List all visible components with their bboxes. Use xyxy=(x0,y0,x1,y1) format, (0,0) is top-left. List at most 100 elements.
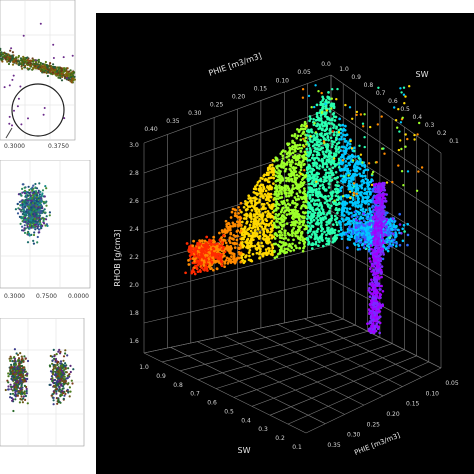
main-3d-point xyxy=(191,268,195,272)
left-middle-point xyxy=(35,207,38,210)
main-3d-point xyxy=(239,260,243,264)
main-3d-point xyxy=(224,219,228,223)
left-top-point xyxy=(11,78,14,81)
left-middle-point xyxy=(48,211,52,214)
floor-gridline xyxy=(179,324,356,372)
main-3d-point xyxy=(286,143,290,147)
floor-gridline xyxy=(233,343,393,398)
main-3d-point xyxy=(296,144,300,147)
left-bottom-point xyxy=(10,388,13,391)
main-3d-point xyxy=(315,114,319,118)
main-3d-point xyxy=(318,193,322,197)
main-3d-point xyxy=(332,115,336,118)
left-bottom-point xyxy=(10,357,13,360)
main-3d-point xyxy=(345,207,349,210)
main-3d-point xyxy=(229,216,233,219)
main-3d-point xyxy=(261,254,265,258)
main-3d-point xyxy=(312,213,315,216)
main-3d-point xyxy=(328,167,331,171)
left-middle-point xyxy=(44,211,47,214)
main-3d-point xyxy=(315,171,319,175)
left-top-point xyxy=(50,66,53,69)
main-3d-point xyxy=(286,231,290,235)
main-3d-point xyxy=(315,156,319,159)
left-middle-point xyxy=(24,195,27,198)
main-3d-point xyxy=(212,235,216,239)
main-3d-point xyxy=(325,160,329,163)
main-3d-point xyxy=(296,128,299,131)
main-3d-point xyxy=(296,147,300,151)
main-3d-point xyxy=(225,246,228,249)
main-3d-point xyxy=(287,238,290,242)
main-3d-point xyxy=(318,240,321,244)
main-3d-point xyxy=(371,204,375,208)
main-3d-point xyxy=(270,229,274,232)
main-3d-point xyxy=(319,218,323,222)
main-3d-point xyxy=(282,166,285,169)
main-3d-point xyxy=(356,201,359,205)
main-3d-point xyxy=(298,246,302,250)
main-3d-point xyxy=(262,203,266,206)
main-3d-point xyxy=(222,234,225,237)
main-3d-point xyxy=(192,239,195,243)
main-3d-point xyxy=(254,247,258,250)
main-3d-point xyxy=(230,255,233,258)
floor-gridline xyxy=(143,352,307,434)
main-3d-point xyxy=(245,213,249,216)
main-3d-point xyxy=(285,213,289,216)
left-bottom-point xyxy=(54,357,58,361)
left-middle-point xyxy=(35,210,38,213)
left-middle-point xyxy=(38,182,41,185)
main-3d-point xyxy=(271,226,275,230)
main-3d-point xyxy=(229,261,233,264)
main-3d-point xyxy=(312,202,316,205)
main-3d-point xyxy=(300,161,303,165)
main-3d-point xyxy=(271,158,275,162)
main-3d-point xyxy=(337,123,341,127)
left-middle-point xyxy=(21,205,24,208)
main-3d-point xyxy=(298,190,302,194)
left-middle-scatter-plot: 0.3000 0.7500 0.0000 xyxy=(0,160,91,300)
left-bottom-point xyxy=(20,364,23,368)
main-3d-point xyxy=(255,207,259,210)
left-middle-point xyxy=(38,207,42,210)
main-3d-point xyxy=(279,152,283,156)
main-3d-point xyxy=(335,217,338,221)
left-bottom-point xyxy=(18,362,21,365)
main-3d-point xyxy=(318,167,321,170)
main-3d-point xyxy=(340,179,343,183)
main-3d-point xyxy=(362,179,365,183)
main-3d-point xyxy=(270,186,274,189)
main-3d-point xyxy=(327,101,331,104)
floor-gridline xyxy=(161,318,344,363)
left-top-point xyxy=(0,54,3,57)
main-3d-point xyxy=(339,158,342,162)
main-3d-point xyxy=(351,175,355,179)
main-3d-point xyxy=(253,222,257,226)
left-middle-point xyxy=(36,227,39,230)
main-3d-point xyxy=(252,238,255,242)
main-3d-point xyxy=(297,174,301,178)
main-3d-point xyxy=(235,238,239,242)
main-3d-point xyxy=(328,182,331,186)
main-3d-point xyxy=(303,237,307,241)
main-3d-point xyxy=(340,153,344,157)
main-3d-point xyxy=(340,234,344,237)
left-bottom-point xyxy=(19,390,22,393)
main-3d-point xyxy=(254,185,257,188)
main-3d-point xyxy=(316,212,320,215)
main-3d-point xyxy=(260,217,264,221)
main-3d-point xyxy=(308,210,312,214)
left-middle-point xyxy=(29,194,32,197)
main-3d-point xyxy=(290,177,294,181)
main-3d-point xyxy=(303,127,307,131)
main-3d-point xyxy=(312,168,316,172)
left-bottom-point xyxy=(16,380,19,383)
left-middle-point xyxy=(30,201,33,204)
main-3d-point xyxy=(328,230,331,234)
left-bottom-point xyxy=(62,392,65,395)
main-3d-point xyxy=(343,149,346,153)
left-middle-point xyxy=(38,220,42,223)
left-top-point xyxy=(19,59,22,62)
main-3d-point xyxy=(317,148,321,151)
